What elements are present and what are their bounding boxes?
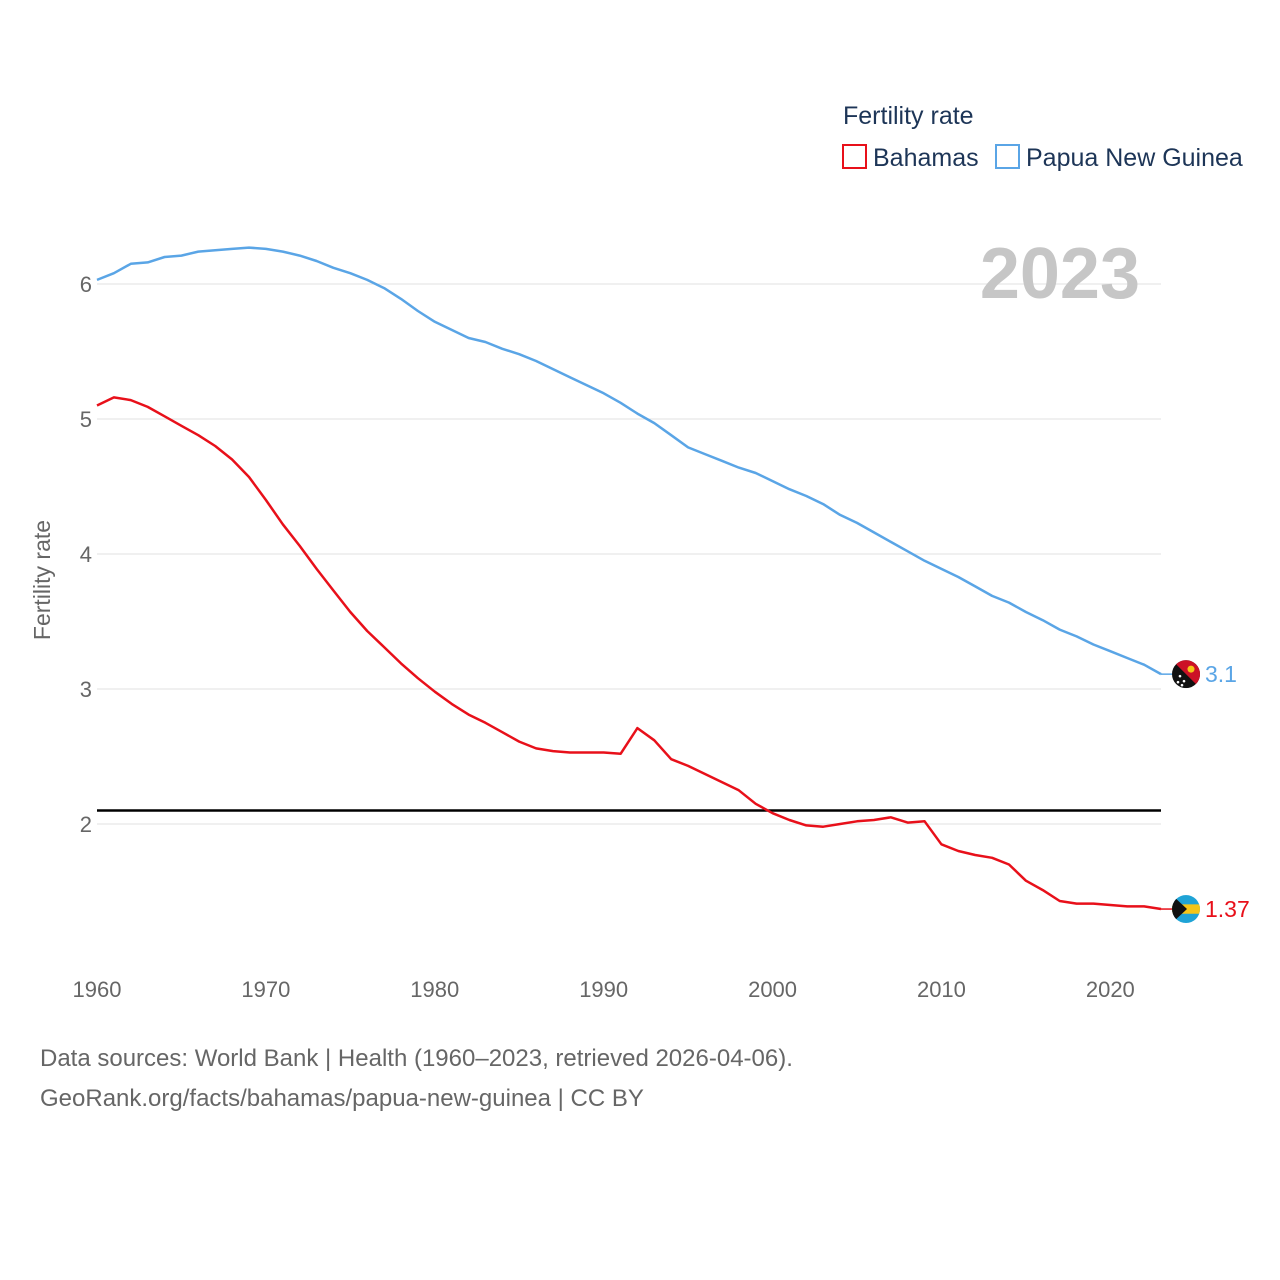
end-value-label-papua-new-guinea: 3.1 bbox=[1205, 661, 1237, 687]
series-line-papua-new-guinea[interactable] bbox=[96, 246, 1162, 676]
data-sources-text: Data sources: World Bank | Health (1960–… bbox=[40, 1045, 793, 1072]
x-tick-1960: 1960 bbox=[73, 977, 122, 1002]
legend-swatch-papua-new-guinea bbox=[995, 144, 1020, 169]
legend-item-papua-new-guinea[interactable]: Papua New Guinea bbox=[995, 144, 1243, 172]
x-tick-2020: 2020 bbox=[1086, 977, 1135, 1002]
x-tick-1970: 1970 bbox=[241, 977, 290, 1002]
legend-label-bahamas: Bahamas bbox=[873, 144, 979, 172]
series-lines bbox=[96, 246, 1162, 911]
y-tick-2: 2 bbox=[80, 812, 92, 837]
x-tick-1980: 1980 bbox=[410, 977, 459, 1002]
legend-title: Fertility rate bbox=[843, 102, 974, 130]
y-tick-6: 6 bbox=[80, 272, 92, 297]
x-axis-ticks: 1960 1970 1980 1990 2000 2010 2020 bbox=[73, 977, 1135, 1002]
gridlines bbox=[97, 283, 1161, 825]
series-line-bahamas[interactable] bbox=[96, 396, 1162, 911]
legend-swatch-bahamas bbox=[842, 144, 867, 169]
y-axis-ticks: 2 3 4 5 6 bbox=[80, 272, 92, 837]
bahamas-flag-icon bbox=[1172, 895, 1200, 924]
legend-item-bahamas[interactable]: Bahamas bbox=[842, 144, 979, 172]
papua-new-guinea-flag-icon bbox=[1172, 660, 1200, 689]
end-value-label-bahamas: 1.37 bbox=[1205, 896, 1250, 922]
credit-link[interactable]: GeoRank.org/facts/bahamas/papua-new-guin… bbox=[40, 1085, 644, 1112]
series-endpoints: 1.37 3.1 bbox=[1161, 660, 1250, 924]
y-tick-3: 3 bbox=[80, 677, 92, 702]
y-tick-5: 5 bbox=[80, 407, 92, 432]
x-tick-2010: 2010 bbox=[917, 977, 966, 1002]
y-tick-4: 4 bbox=[80, 542, 92, 567]
y-axis-label: Fertility rate bbox=[29, 520, 55, 640]
current-year-label: 2023 bbox=[980, 234, 1140, 314]
x-tick-1990: 1990 bbox=[579, 977, 628, 1002]
x-tick-2000: 2000 bbox=[748, 977, 797, 1002]
legend-label-papua-new-guinea: Papua New Guinea bbox=[1026, 144, 1243, 172]
